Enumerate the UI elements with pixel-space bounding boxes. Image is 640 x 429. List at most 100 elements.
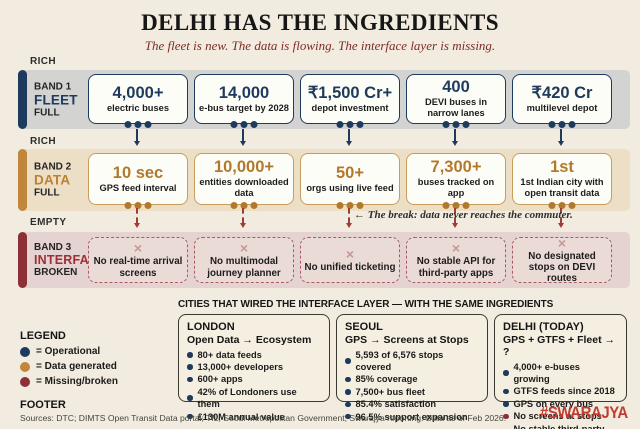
- broken-down-arrow-icon: [557, 208, 564, 228]
- band-interface: BAND 3 INTERFACE BROKEN × No real-time a…: [18, 232, 630, 288]
- down-arrow-icon: [451, 129, 458, 146]
- down-arrow-icon: [345, 129, 352, 146]
- band-fleet-label: BAND 1 FLEET FULL: [34, 81, 78, 118]
- missing-dot-icon: [503, 413, 509, 420]
- bullet-text: 4,000+ e-buses growing: [513, 361, 580, 385]
- stat-value: 1st: [550, 158, 574, 177]
- connector-dots-icon: [442, 120, 470, 128]
- stat-card-gps-interval: 10 sec GPS feed interval: [88, 153, 188, 209]
- bullet-text: 13,000+ developers: [197, 362, 284, 373]
- band-data-cards: 10 sec GPS feed interval 10,000+ entitie…: [88, 153, 612, 209]
- bullet-text: 80+ data feeds: [197, 349, 262, 360]
- connector-dots-icon: [230, 201, 258, 209]
- connector-dots-icon: [548, 120, 576, 128]
- stat-value: 7,300+: [430, 158, 482, 177]
- cross-icon: ×: [239, 240, 249, 257]
- missing-card-arrival-screens: × No real-time arrival screens: [88, 237, 188, 283]
- connector-dots-icon: [124, 201, 152, 209]
- missing-card-devi-stops: × No designated stops on DEVI routes: [512, 236, 612, 284]
- stat-card-buses-tracked: 7,300+ buses tracked on app: [406, 153, 506, 209]
- stat-label: orgs using live feed: [306, 182, 394, 193]
- band-interface-cards: × No real-time arrival screens × No mult…: [88, 236, 612, 284]
- stat-value: 10 sec: [112, 163, 164, 182]
- bullet-text: 7,500+ bus fleet: [355, 386, 426, 397]
- city-name: SEOUL: [345, 321, 383, 333]
- operational-dot-icon: [187, 376, 193, 383]
- stat-label: 1st Indian city with open transit data: [520, 177, 604, 199]
- bullet-item: 13,000+ developers: [187, 361, 321, 373]
- legend-label: = Operational: [36, 346, 101, 357]
- bullet-item: £130M annual value: [187, 411, 321, 423]
- stat-label: e-bus target by 2028: [199, 102, 289, 113]
- stat-card-electric-buses: 4,000+ electric buses: [88, 74, 188, 128]
- bullet-text: £130M annual value: [197, 411, 285, 422]
- band-fleet-bar: [18, 70, 27, 129]
- band-data: BAND 2 DATA FULL 10 sec GPS feed interva…: [18, 149, 630, 211]
- connector-dots-icon: [548, 201, 576, 209]
- connector-dots-icon: [124, 120, 152, 128]
- band-status: FULL: [34, 107, 60, 119]
- footer-sources: Sources: DTC; DIMTS Open Transit Data po…: [20, 413, 507, 423]
- down-arrow-icon: [239, 129, 246, 146]
- operational-dot-icon: [503, 370, 509, 376]
- side-label-empty: EMPTY: [30, 217, 67, 228]
- bullet-text: 5,593 of 6,576 stops covered: [355, 349, 444, 373]
- city-name: DELHI (TODAY): [503, 321, 584, 333]
- band-number: BAND 3: [34, 241, 72, 253]
- stat-label: GPS feed interval: [99, 182, 177, 193]
- missing-card-journey-planner: × No multimodal journey planner: [194, 237, 294, 283]
- band-number: BAND 1: [34, 80, 72, 92]
- swarajya-logo: #SWARAJYA: [540, 403, 628, 422]
- stat-value: 14,000: [218, 83, 270, 102]
- stat-label: depot investment: [311, 102, 389, 113]
- operational-dot-icon: [345, 376, 351, 383]
- band-status: FULL: [34, 187, 60, 199]
- band-name: FLEET: [34, 91, 78, 107]
- missing-card-stable-api: × No stable API for third-party apps: [406, 237, 506, 283]
- legend-item-data-generated: = Data generated: [20, 361, 118, 372]
- city-subtitle: Open Data → Ecosystem: [187, 333, 312, 346]
- footer-label: FOOTER: [20, 399, 66, 411]
- stat-label: electric buses: [106, 102, 169, 113]
- connector-dots-icon: [336, 120, 364, 128]
- operational-dot-icon: [345, 389, 351, 395]
- operational-dot-icon: [20, 346, 30, 357]
- bullet-text: 42% of Londoners use them: [197, 386, 297, 410]
- stat-card-multilevel-depot: ₹420 Cr multilevel depot: [512, 74, 612, 128]
- bullet-text: No stable third-party API: [513, 423, 605, 429]
- operational-dot-icon: [503, 401, 509, 407]
- break-annotation: ← The break: data never reaches the comm…: [354, 209, 573, 221]
- bullet-item: No screens at stops: [503, 410, 618, 422]
- band-interface-bar: [18, 232, 27, 288]
- missing-label: No unified ticketing: [304, 261, 396, 273]
- page-subtitle: The fleet is new. The data is flowing. T…: [144, 38, 496, 53]
- stat-value: 400: [442, 78, 470, 97]
- legend-label: = Missing/broken: [36, 376, 118, 387]
- cross-icon: ×: [451, 240, 461, 257]
- missing-card-unified-ticketing: × No unified ticketing: [300, 237, 400, 283]
- bullet-item: 96.5% support expansion: [345, 411, 479, 423]
- bullet-item: GPS on every bus: [503, 398, 618, 410]
- stat-value: 4,000+: [112, 83, 164, 102]
- legend-item-operational: = Operational: [20, 346, 118, 357]
- city-card-london: LONDON Open Data → Ecosystem 80+ data fe…: [178, 314, 330, 422]
- side-label-rich-1: RICH: [30, 56, 57, 67]
- bullet-item: 85% coverage: [345, 373, 479, 385]
- stat-card-ebus-target: 14,000 e-bus target by 2028: [194, 74, 294, 128]
- stat-card-orgs-live-feed: 50+ orgs using live feed: [300, 153, 400, 209]
- band-name: DATA: [34, 172, 71, 188]
- bullet-text: GPS on every bus: [513, 398, 594, 409]
- connector-dots-icon: [442, 201, 470, 209]
- down-arrow-icon: [133, 129, 140, 146]
- stat-label: DEVI buses in narrow lanes: [425, 97, 487, 119]
- bullet-text: 600+ apps: [197, 374, 243, 385]
- city-card-seoul: SEOUL GPS → Screens at Stops 5,593 of 6,…: [336, 314, 488, 422]
- stat-label: entities downloaded data: [199, 177, 289, 199]
- operational-dot-icon: [345, 401, 351, 408]
- broken-down-arrow-icon: [345, 208, 352, 228]
- legend-item-missing-broken: = Missing/broken: [20, 376, 118, 387]
- stat-value: 50+: [336, 163, 364, 182]
- missing-dot-icon: [20, 376, 30, 387]
- stat-label: multilevel depot: [526, 102, 598, 113]
- city-subtitle: GPS → Screens at Stops: [345, 333, 469, 346]
